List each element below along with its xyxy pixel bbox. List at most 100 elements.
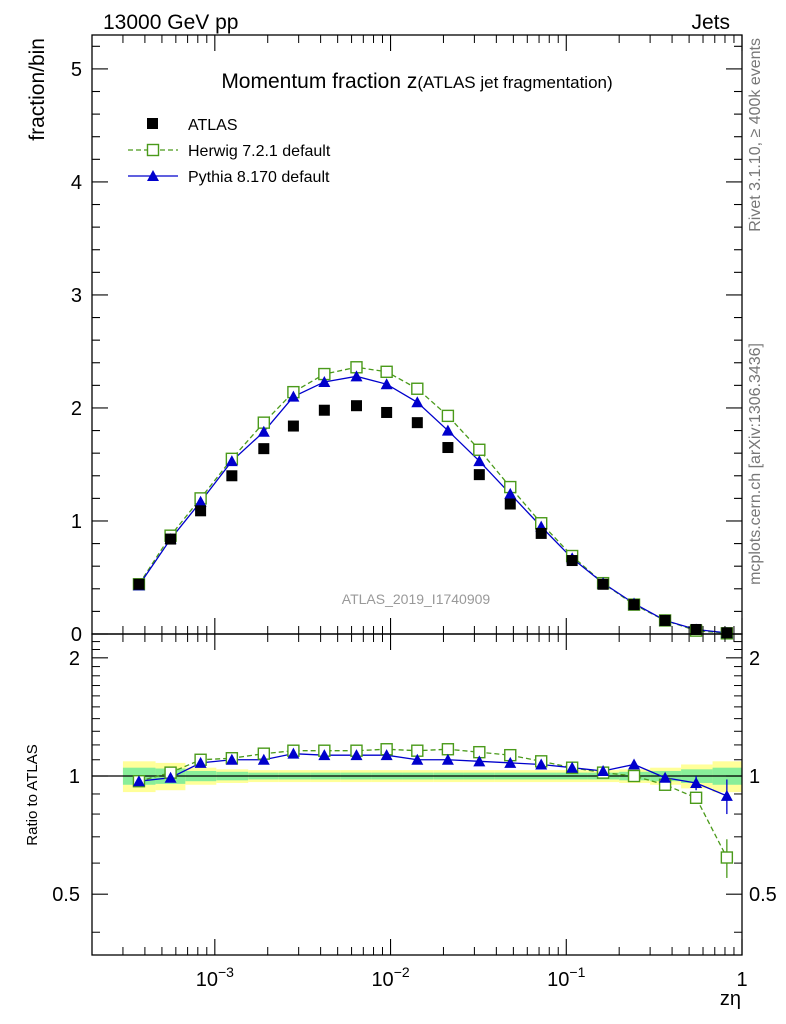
main-y-tick-label: 3 [71, 285, 82, 307]
ratio-y-tick-label-right: 1 [749, 766, 760, 788]
pythia-ratio-point [597, 764, 610, 776]
atlas-point [350, 400, 362, 412]
pythia-ratio-point [132, 775, 145, 787]
pythia-ratio-point [287, 747, 300, 759]
herwig-ratio-point [441, 743, 455, 756]
energy-label: 13000 GeV pp [103, 11, 238, 34]
atlas-point [597, 578, 609, 590]
pythia-point [411, 396, 424, 408]
main-y-tick-label: 5 [71, 59, 82, 81]
pythia-ratio-point [566, 761, 579, 773]
pythia-ratio-point [194, 756, 207, 768]
pythia-ratio-point [350, 749, 363, 761]
main-axes: 0 1 2 3 4 5 [71, 35, 743, 646]
atlas-point [226, 470, 238, 482]
rivet-label: Rivet 3.1.10, ≥ 400k events [747, 38, 764, 232]
ratio-y-tick-label-left: 1 [69, 766, 80, 788]
chart-title-var: z [407, 70, 418, 93]
ratio-panel: 10−3 10−2 10−1 10.5 0.51 12 2 Ratio to ATLAS z… [24, 633, 777, 1010]
atlas-point [721, 627, 733, 639]
legend-atlas-marker [147, 118, 158, 129]
atlas-point [473, 469, 485, 481]
pythia-ratio-point [164, 771, 177, 783]
pythia-ratio-point [441, 753, 454, 765]
analysis-watermark: ATLAS_2019_I1740909 [342, 591, 491, 607]
legend-pythia-marker [147, 170, 159, 181]
pythia-point [257, 425, 270, 437]
main-y-tick-label: 1 [71, 511, 82, 533]
main-y-tick-label: 4 [71, 172, 82, 194]
pythia-ratio-point [720, 789, 733, 801]
main-y-tick-label: 2 [71, 398, 82, 420]
chart-title-sub: (ATLAS jet fragmentation) [417, 73, 612, 92]
atlas-point [165, 533, 177, 545]
herwig-point [441, 409, 455, 423]
atlas-point [566, 555, 578, 567]
x-tick-label-base: 10 [371, 969, 393, 991]
main-ylabel: fraction/bin [26, 38, 49, 141]
category-label: Jets [691, 11, 730, 34]
ratio-y-tick-label-right: 0.5 [749, 884, 777, 906]
pythia-point [287, 390, 300, 402]
pythia-ratio-point [473, 755, 486, 767]
atlas-point [258, 443, 270, 455]
x-tick-label: 10−1 [547, 964, 585, 991]
ratio-frame [91, 633, 743, 956]
main-panel: 0 1 2 3 4 5 fraction/bin Momentum fraction z(… [26, 34, 743, 646]
atlas-point [535, 527, 547, 539]
x-tick-label-base: 10 [196, 969, 218, 991]
herwig-point [411, 382, 424, 395]
pythia-ratio-point [225, 753, 238, 765]
ratio-plot-body [92, 743, 742, 878]
mcplots-label: mcplots.cern.ch [arXiv:1306.3436] [747, 343, 764, 585]
x-tick-label: 1 [736, 969, 747, 991]
herwig-point [473, 443, 486, 456]
legend-herwig-marker [146, 143, 160, 157]
x-tick-label-base: 1 [736, 969, 747, 991]
pythia-ratio-point [690, 776, 703, 788]
legend-atlas-label: ATLAS [188, 117, 238, 134]
pythia-point [441, 424, 454, 436]
atlas-point [628, 599, 640, 611]
legend-pythia-label: Pythia 8.170 default [188, 169, 330, 186]
main-plot-body [132, 361, 734, 640]
x-tick-label: 10−2 [371, 964, 409, 991]
pythia-ratio-point [504, 756, 517, 768]
pythia-ratio-point [411, 753, 424, 765]
pythia-ratio-point [628, 758, 641, 770]
pythia-point [350, 370, 363, 382]
atlas-point [659, 614, 671, 626]
pythia-point [504, 487, 517, 499]
herwig-ratio-point [689, 791, 703, 805]
pythia-point [380, 378, 393, 390]
atlas-point [318, 404, 330, 416]
x-tick-label-exponent: −1 [569, 964, 585, 980]
main-y-tick-label: 0 [71, 624, 82, 646]
pythia-point [318, 375, 331, 387]
herwig-point [380, 365, 393, 378]
chart-title-main: Momentum fraction [221, 70, 407, 93]
x-tick-label-exponent: −3 [218, 964, 234, 980]
pythia-point [194, 495, 207, 507]
atlas-point [195, 505, 207, 517]
pythia-point [473, 455, 486, 467]
pythia-ratio-point [318, 749, 331, 761]
herwig-ratio-point [720, 851, 734, 864]
chart-title: Momentum fraction z(ATLAS jet fragmentat… [221, 70, 612, 93]
pythia-ratio-point [380, 749, 393, 761]
pythia-ratio-point [535, 758, 548, 770]
ratio-y-tick-label-left: 0.5 [52, 884, 80, 906]
herwig-ratio-point [627, 769, 641, 783]
x-tick-label-base: 10 [547, 969, 569, 991]
x-tick-label: 10−3 [196, 964, 234, 991]
atlas-point [133, 578, 145, 590]
pythia-ratio-point [659, 771, 672, 783]
pythia-ratio-point [257, 753, 270, 765]
atlas-point [381, 406, 393, 418]
ratio-axes: 10−3 10−2 10−1 10.5 0.51 12 2 [52, 634, 777, 991]
ratio-ylabel: Ratio to ATLAS [24, 744, 41, 845]
ratio-y-tick-label-right: 2 [749, 648, 760, 670]
legend: ATLAS Herwig 7.2.1 default Pythia 8.170 … [128, 117, 331, 186]
legend-herwig-label: Herwig 7.2.1 default [188, 143, 331, 160]
